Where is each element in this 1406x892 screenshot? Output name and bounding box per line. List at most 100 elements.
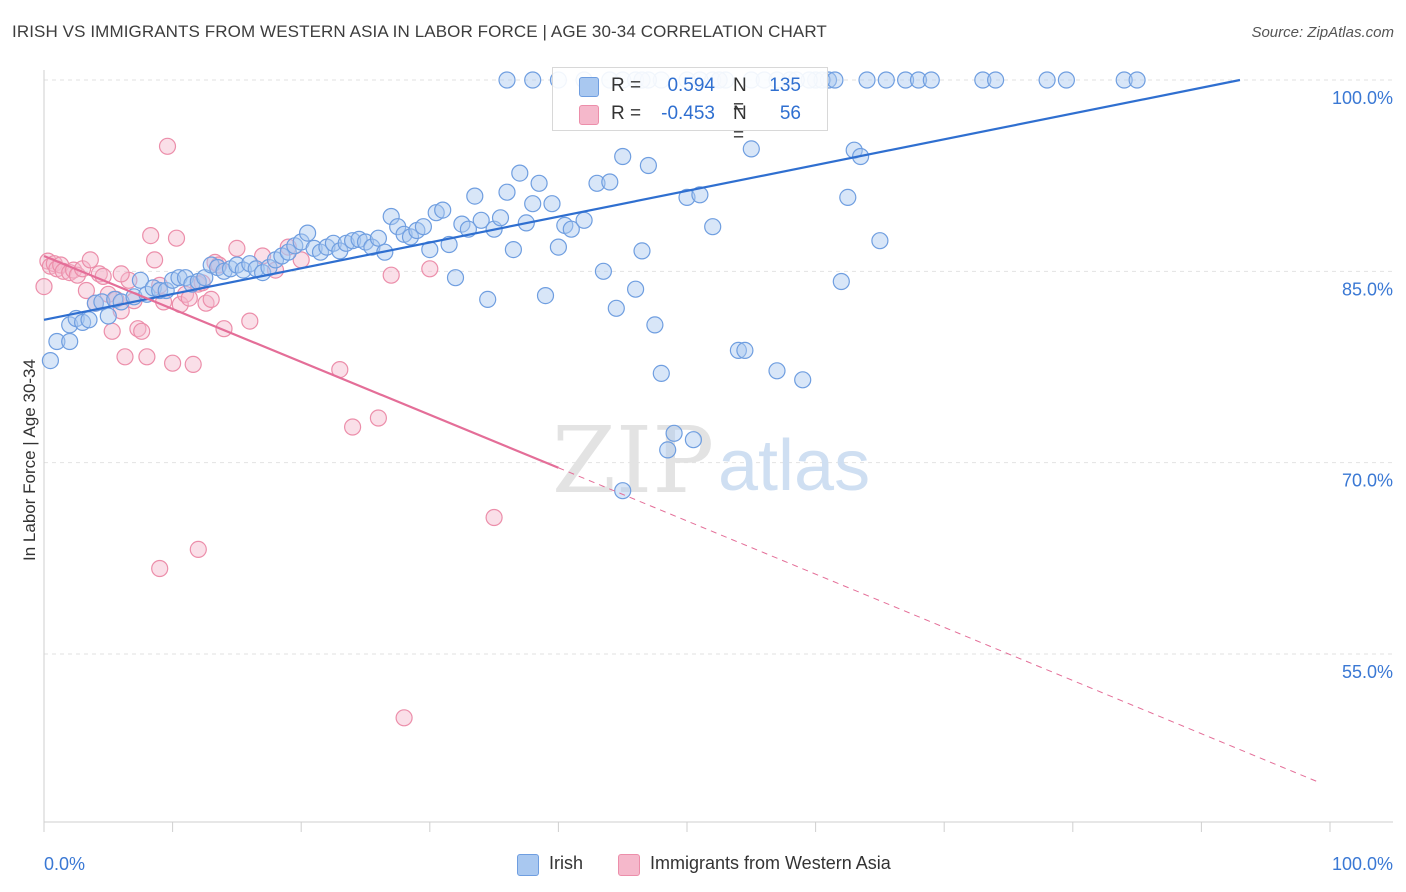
irish-point: [1057, 71, 1076, 89]
western-asia-point: [138, 348, 156, 366]
legend-r-label: R =: [611, 103, 642, 124]
irish-point: [479, 290, 497, 308]
western-asia-point: [164, 354, 182, 372]
gridlines: [44, 79, 1393, 655]
irish-point: [151, 281, 169, 300]
y-tick-label: 100.0%: [1332, 88, 1393, 108]
irish-point: [524, 195, 542, 213]
irish-point: [729, 341, 748, 359]
irish-point: [858, 71, 876, 89]
legend-n-value: 135: [769, 75, 801, 96]
western-asia-point: [133, 322, 151, 340]
series-western-asia-points: [35, 137, 503, 727]
series-legend: Irish Immigrants from Western Asia: [0, 852, 1406, 878]
irish-point: [176, 269, 195, 287]
y-axis-label: In Labor Force | Age 30-34: [20, 359, 39, 561]
irish-point: [434, 201, 452, 219]
irish-point: [659, 441, 677, 459]
irish-point: [704, 218, 722, 236]
western-asia-point: [35, 278, 53, 296]
irish-point: [922, 71, 940, 89]
irish-point: [614, 147, 632, 166]
irish-point: [511, 164, 529, 182]
y-tick-labels: 100.0% 85.0% 70.0% 55.0%: [1332, 88, 1393, 682]
irish-point: [530, 174, 548, 192]
irish-point: [646, 316, 664, 334]
source-label: Source: ZipAtlas.com: [1251, 24, 1394, 41]
y-tick-label: 55.0%: [1342, 662, 1393, 682]
western-asia-point: [241, 312, 259, 330]
irish-point: [61, 316, 79, 334]
irish-point: [466, 187, 484, 205]
irish-point: [491, 209, 510, 227]
irish-point: [498, 71, 516, 89]
irish-point: [652, 364, 670, 382]
irish-point: [41, 352, 60, 370]
irish-point: [594, 262, 613, 280]
western-asia-point: [146, 251, 164, 269]
irish-point: [536, 287, 555, 305]
irish-point: [1038, 71, 1056, 89]
irish-point: [678, 188, 696, 206]
irish-point: [369, 229, 387, 247]
irish-point: [614, 482, 632, 500]
western-asia-point: [77, 281, 96, 300]
western-asia-point: [421, 260, 439, 278]
western-asia-point: [151, 559, 169, 578]
western-asia-point: [382, 266, 400, 284]
irish-point: [61, 332, 79, 351]
legend-r-value: -0.453: [661, 103, 715, 124]
legend-n-value: 56: [779, 103, 801, 124]
irish-point: [839, 188, 857, 206]
y-tick-label: 85.0%: [1342, 279, 1393, 299]
irish-point: [588, 174, 606, 192]
irish-point: [414, 218, 432, 236]
watermark-atlas: atlas: [718, 426, 870, 506]
irish-point: [234, 261, 252, 279]
x-tick-label-max: 100.0%: [1332, 854, 1393, 874]
western-asia-point: [369, 409, 387, 427]
irish-point: [832, 272, 850, 291]
irish-point: [639, 156, 658, 175]
correlation-legend: R = 0.594 N = 135 R = -0.453 N = 56: [552, 67, 828, 146]
western-asia-point: [103, 322, 121, 340]
irish-point: [446, 269, 465, 287]
irish-point: [633, 242, 651, 260]
irish-point: [826, 71, 844, 89]
irish-point: [1128, 71, 1146, 89]
legend-swatch-western-asia: [579, 105, 599, 125]
irish-point: [498, 183, 516, 201]
irish-point: [1115, 71, 1133, 89]
irish-point: [344, 232, 362, 250]
western-asia-trend-line: [43, 255, 559, 469]
irish-point: [549, 238, 568, 256]
western-asia-trend-extension: [558, 467, 1318, 783]
legend-label-irish: Irish: [549, 853, 584, 873]
western-asia-point: [167, 229, 186, 247]
western-asia-point: [189, 540, 207, 559]
irish-point: [626, 280, 645, 298]
irish-point: [99, 307, 117, 325]
irish-point: [877, 71, 895, 89]
irish-point: [279, 243, 297, 261]
irish-point: [382, 207, 400, 226]
western-asia-point: [112, 265, 130, 283]
irish-point: [986, 71, 1005, 89]
irish-point: [736, 341, 754, 359]
irish-point: [665, 424, 683, 442]
irish-point: [401, 228, 420, 246]
western-asia-point: [158, 137, 177, 155]
legend-swatch-irish: [579, 77, 599, 97]
irish-point: [768, 362, 786, 380]
western-asia-point: [344, 418, 362, 436]
western-asia-point: [184, 355, 202, 373]
irish-point: [974, 71, 992, 89]
irish-point: [607, 299, 625, 317]
irish-point: [299, 224, 317, 242]
legend-r-label: R =: [611, 75, 642, 96]
irish-point: [80, 311, 98, 329]
legend-swatch-irish: [517, 854, 539, 876]
legend-n-label: N =: [733, 103, 747, 146]
irish-point: [909, 71, 928, 89]
irish-point: [86, 294, 105, 312]
